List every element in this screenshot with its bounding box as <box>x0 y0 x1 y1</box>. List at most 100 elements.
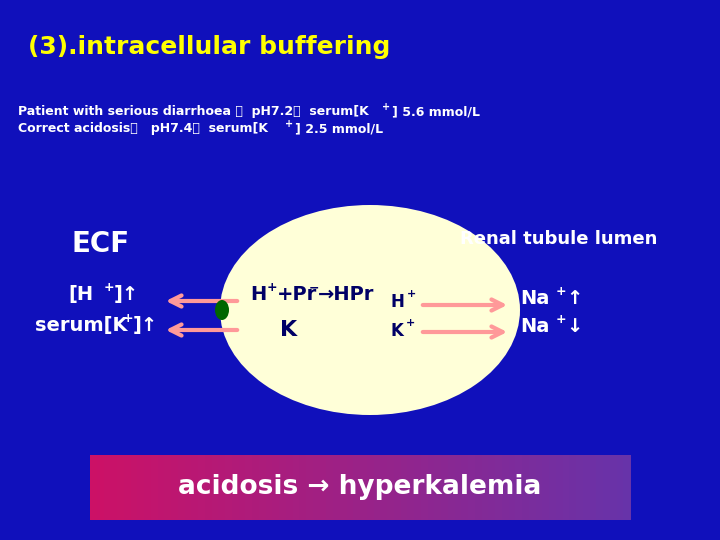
Text: +: + <box>382 102 390 112</box>
Ellipse shape <box>220 205 520 415</box>
Bar <box>562 455 570 520</box>
Bar <box>502 455 510 520</box>
Bar <box>150 455 158 520</box>
Text: +: + <box>123 312 134 325</box>
Bar <box>279 455 287 520</box>
Text: serum[K: serum[K <box>35 316 127 335</box>
Bar <box>454 455 462 520</box>
Bar <box>354 455 361 520</box>
Bar <box>495 455 503 520</box>
Bar <box>474 455 482 520</box>
Bar <box>300 455 307 520</box>
Bar <box>326 455 334 520</box>
Bar <box>192 455 199 520</box>
Bar <box>488 455 496 520</box>
Bar <box>596 455 604 520</box>
Text: Renal tubule lumen: Renal tubule lumen <box>460 230 657 248</box>
Bar <box>306 455 314 520</box>
Bar <box>218 455 226 520</box>
Bar <box>624 455 631 520</box>
Bar <box>482 455 490 520</box>
Bar <box>522 455 530 520</box>
Bar <box>387 455 395 520</box>
Bar <box>232 455 240 520</box>
Bar <box>380 455 388 520</box>
Text: +Pr: +Pr <box>277 285 318 304</box>
Bar <box>178 455 186 520</box>
Bar <box>508 455 516 520</box>
Bar <box>428 455 436 520</box>
Text: →HPr: →HPr <box>318 285 374 304</box>
Bar <box>238 455 246 520</box>
Bar <box>144 455 152 520</box>
Bar <box>225 455 233 520</box>
Bar <box>408 455 415 520</box>
Text: +: + <box>285 119 293 129</box>
Text: Correct acidosis：   pH7.4，  serum[K: Correct acidosis： pH7.4， serum[K <box>18 122 268 135</box>
Text: ↑: ↑ <box>566 289 582 308</box>
Text: ] 5.6 mmol/L: ] 5.6 mmol/L <box>392 105 480 118</box>
Bar <box>374 455 382 520</box>
Text: H: H <box>390 293 404 311</box>
Bar <box>252 455 260 520</box>
Text: H: H <box>250 285 266 304</box>
Ellipse shape <box>215 300 229 320</box>
Bar <box>400 455 408 520</box>
Text: +: + <box>406 318 415 328</box>
Bar <box>158 455 166 520</box>
Text: ]↑: ]↑ <box>133 316 158 335</box>
Bar <box>286 455 294 520</box>
Bar <box>516 455 523 520</box>
Bar <box>110 455 118 520</box>
Bar <box>570 455 577 520</box>
Text: +: + <box>407 289 416 299</box>
Bar <box>292 455 300 520</box>
Bar <box>312 455 320 520</box>
Text: K: K <box>280 320 297 340</box>
Text: +: + <box>267 281 278 294</box>
Text: Na: Na <box>520 289 549 308</box>
Bar <box>441 455 449 520</box>
Bar <box>360 455 368 520</box>
Text: +: + <box>556 313 567 326</box>
Bar <box>138 455 145 520</box>
Bar <box>258 455 266 520</box>
Text: Na: Na <box>520 317 549 336</box>
Bar <box>394 455 402 520</box>
Bar <box>590 455 598 520</box>
Bar <box>556 455 564 520</box>
Bar <box>420 455 428 520</box>
Bar <box>198 455 206 520</box>
Bar <box>212 455 220 520</box>
Text: [H: [H <box>68 285 93 304</box>
Text: Patient with serious diarrhoea ：  pH7.2，  serum[K: Patient with serious diarrhoea ： pH7.2， … <box>18 105 369 118</box>
Bar <box>549 455 557 520</box>
Bar <box>414 455 422 520</box>
Bar <box>576 455 584 520</box>
Bar <box>434 455 442 520</box>
Text: acidosis → hyperkalemia: acidosis → hyperkalemia <box>179 474 541 500</box>
Bar <box>616 455 624 520</box>
Bar <box>204 455 212 520</box>
Bar <box>320 455 328 520</box>
Bar <box>542 455 550 520</box>
Text: ]↑: ]↑ <box>114 285 139 304</box>
Bar <box>582 455 590 520</box>
Bar <box>536 455 544 520</box>
Bar <box>266 455 274 520</box>
Bar <box>164 455 172 520</box>
Bar <box>246 455 253 520</box>
Bar <box>130 455 138 520</box>
Bar <box>333 455 341 520</box>
Bar <box>96 455 104 520</box>
Bar <box>171 455 179 520</box>
Text: −: − <box>309 281 320 294</box>
Bar <box>184 455 192 520</box>
Bar <box>117 455 125 520</box>
Text: ] 2.5 mmol/L: ] 2.5 mmol/L <box>295 122 383 135</box>
Text: ECF: ECF <box>72 230 130 258</box>
Bar <box>603 455 611 520</box>
Bar <box>272 455 280 520</box>
Bar <box>124 455 132 520</box>
Bar <box>90 455 98 520</box>
